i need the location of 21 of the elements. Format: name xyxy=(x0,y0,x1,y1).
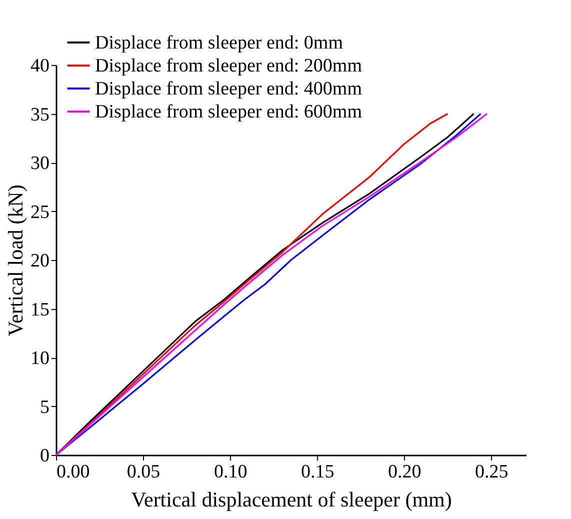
y-tick-label: 25 xyxy=(30,202,50,223)
y-axis-title: Vertical load (kN) xyxy=(4,184,28,336)
x-tick-label: 0.15 xyxy=(300,462,334,482)
legend-label: Displace from sleeper end: 200mm xyxy=(95,56,362,76)
x-axis-title: Vertical displacement of sleeper (mm) xyxy=(131,488,452,512)
x-tick-label: 0.00 xyxy=(56,462,90,482)
y-tick-label: 20 xyxy=(30,250,50,272)
y-tick-label: 40 xyxy=(30,56,50,76)
y-tick-label: 10 xyxy=(30,348,50,369)
y-tick-label: 15 xyxy=(30,299,50,320)
legend-label: Displace from sleeper end: 600mm xyxy=(95,102,362,122)
y-tick-label: 0 xyxy=(40,446,50,466)
x-tick-label: 0.10 xyxy=(214,462,248,482)
legend-label: Displace from sleeper end: 400mm xyxy=(95,78,362,100)
y-tick-label: 5 xyxy=(40,396,50,418)
y-tick-label: 30 xyxy=(30,153,50,174)
y-tick-label: 35 xyxy=(30,104,50,126)
legend-label: Displace from sleeper end: 0mm xyxy=(95,32,344,54)
x-tick-label: 0.20 xyxy=(388,462,422,482)
x-tick-label: 0.25 xyxy=(475,462,508,482)
x-tick-label: 0.05 xyxy=(126,462,160,482)
